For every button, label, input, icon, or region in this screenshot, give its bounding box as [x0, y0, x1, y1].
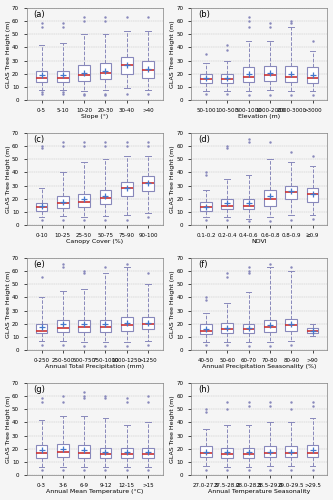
PathPatch shape	[78, 194, 90, 207]
PathPatch shape	[78, 320, 90, 332]
PathPatch shape	[36, 203, 47, 211]
Y-axis label: GLAS Tree Height (m): GLAS Tree Height (m)	[170, 395, 175, 463]
Y-axis label: GLAS Tree Height (m): GLAS Tree Height (m)	[170, 270, 175, 338]
Text: (c): (c)	[33, 136, 45, 144]
PathPatch shape	[307, 188, 318, 202]
PathPatch shape	[243, 68, 254, 82]
PathPatch shape	[200, 74, 212, 83]
PathPatch shape	[307, 68, 318, 83]
PathPatch shape	[121, 56, 133, 74]
PathPatch shape	[57, 444, 69, 457]
PathPatch shape	[243, 199, 254, 209]
Text: (a): (a)	[33, 10, 45, 20]
Y-axis label: GLAS Tree Height (m): GLAS Tree Height (m)	[170, 145, 175, 213]
Text: (h): (h)	[198, 386, 210, 394]
PathPatch shape	[221, 448, 233, 458]
X-axis label: Canopy Cover (%): Canopy Cover (%)	[66, 240, 123, 244]
X-axis label: NDVI: NDVI	[251, 240, 267, 244]
PathPatch shape	[243, 448, 254, 458]
Text: (f): (f)	[198, 260, 207, 270]
PathPatch shape	[100, 190, 111, 204]
PathPatch shape	[285, 66, 297, 82]
PathPatch shape	[36, 71, 47, 82]
X-axis label: Elevation (m): Elevation (m)	[238, 114, 280, 119]
PathPatch shape	[285, 318, 297, 330]
PathPatch shape	[285, 186, 297, 199]
X-axis label: Slope (°): Slope (°)	[81, 114, 109, 119]
PathPatch shape	[285, 446, 297, 457]
PathPatch shape	[264, 66, 276, 80]
PathPatch shape	[264, 320, 276, 332]
PathPatch shape	[221, 74, 233, 83]
PathPatch shape	[243, 324, 254, 333]
PathPatch shape	[100, 64, 111, 79]
X-axis label: Annual Total Precipitation (mm): Annual Total Precipitation (mm)	[45, 364, 145, 370]
Y-axis label: GLAS Tree Height (m): GLAS Tree Height (m)	[6, 270, 11, 338]
Y-axis label: GLAS Tree Height (m): GLAS Tree Height (m)	[6, 395, 11, 463]
PathPatch shape	[78, 64, 90, 80]
PathPatch shape	[200, 324, 212, 334]
Text: (g): (g)	[33, 386, 45, 394]
Y-axis label: GLAS Tree Height (m): GLAS Tree Height (m)	[6, 20, 11, 88]
X-axis label: Annual Precipitation Seasonality (%): Annual Precipitation Seasonality (%)	[202, 364, 316, 370]
Y-axis label: GLAS Tree Height (m): GLAS Tree Height (m)	[6, 145, 11, 213]
PathPatch shape	[36, 324, 47, 333]
PathPatch shape	[142, 448, 154, 458]
PathPatch shape	[121, 448, 133, 458]
PathPatch shape	[121, 182, 133, 196]
PathPatch shape	[264, 446, 276, 457]
PathPatch shape	[78, 445, 90, 458]
Text: (b): (b)	[198, 10, 210, 20]
PathPatch shape	[100, 448, 111, 458]
PathPatch shape	[221, 199, 233, 209]
PathPatch shape	[100, 320, 111, 332]
PathPatch shape	[121, 318, 133, 330]
PathPatch shape	[142, 176, 154, 191]
Y-axis label: GLAS Tree Height (m): GLAS Tree Height (m)	[170, 20, 175, 88]
PathPatch shape	[200, 202, 212, 211]
PathPatch shape	[57, 71, 69, 82]
PathPatch shape	[264, 190, 276, 206]
PathPatch shape	[36, 445, 47, 458]
PathPatch shape	[57, 320, 69, 332]
PathPatch shape	[307, 328, 318, 333]
PathPatch shape	[307, 445, 318, 457]
X-axis label: Annual Mean Temperature (°C): Annual Mean Temperature (°C)	[46, 490, 144, 494]
PathPatch shape	[142, 60, 154, 78]
PathPatch shape	[200, 446, 212, 457]
PathPatch shape	[57, 196, 69, 208]
X-axis label: Annual Temperature Seasonality: Annual Temperature Seasonality	[208, 490, 310, 494]
PathPatch shape	[221, 322, 233, 333]
Text: (e): (e)	[33, 260, 45, 270]
Text: (d): (d)	[198, 136, 210, 144]
PathPatch shape	[142, 318, 154, 329]
